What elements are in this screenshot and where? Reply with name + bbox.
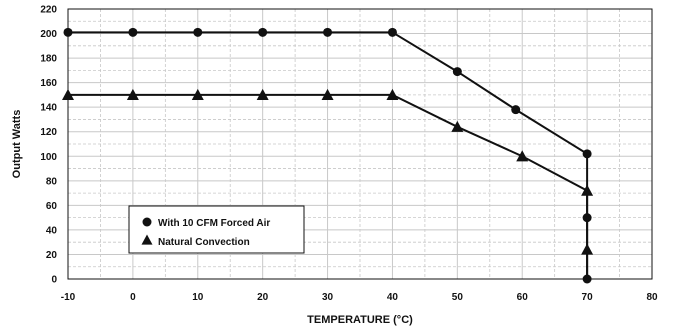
forced-air-point <box>63 27 73 37</box>
legend-entry-forced-air: With 10 CFM Forced Air <box>158 218 270 229</box>
x-tick-label: 0 <box>130 292 136 303</box>
y-axis-title: Output Watts <box>11 110 23 179</box>
natural-convection-point <box>126 88 139 101</box>
y-tick-label: 0 <box>51 275 57 286</box>
y-axis-ticks: 0 20 40 60 80 100 120 140 160 180 200 220 <box>40 5 57 286</box>
legend-box <box>128 205 305 254</box>
x-tick-label: 70 <box>582 292 594 303</box>
legend-entry-natural-convection: Natural Convection <box>158 237 250 248</box>
forced-air-point <box>387 27 397 37</box>
y-tick-label: 100 <box>40 152 57 163</box>
forced-air-point <box>128 27 138 37</box>
natural-convection-point <box>256 88 269 101</box>
x-tick-label: 50 <box>452 292 464 303</box>
forced-air-point <box>452 67 462 77</box>
y-tick-label: 20 <box>46 250 58 261</box>
y-tick-label: 200 <box>40 29 57 40</box>
y-tick-label: 120 <box>40 127 57 138</box>
natural-convection-point <box>191 88 204 101</box>
natural-convection-point <box>516 150 529 162</box>
series <box>62 27 594 284</box>
x-tick-label: 30 <box>322 292 334 303</box>
x-tick-label: 40 <box>387 292 399 303</box>
legend-triangle-marker <box>141 234 153 245</box>
forced-air-point <box>323 27 333 37</box>
natural-convection-point <box>581 243 594 255</box>
x-tick-label: -10 <box>61 292 76 303</box>
y-tick-label: 80 <box>46 176 58 187</box>
x-axis-title: TEMPERATURE (°C) <box>307 314 413 326</box>
natural-convection-point <box>581 184 594 196</box>
y-tick-label: 140 <box>40 103 57 114</box>
y-tick-label: 60 <box>46 201 58 212</box>
y-tick-label: 220 <box>40 5 57 16</box>
forced-air-point <box>511 105 521 115</box>
natural-convection-point <box>451 120 464 132</box>
y-tick-label: 40 <box>46 225 58 236</box>
forced-air-point <box>582 149 592 159</box>
x-tick-label: 80 <box>646 292 658 303</box>
y-tick-label: 180 <box>40 54 57 65</box>
x-tick-label: 60 <box>517 292 529 303</box>
x-axis-ticks: -10 0 10 20 30 40 50 60 70 80 <box>61 292 658 303</box>
x-tick-label: 10 <box>192 292 204 303</box>
forced-air-point <box>258 27 268 37</box>
x-tick-label: 20 <box>257 292 269 303</box>
natural-convection-point <box>62 88 74 101</box>
y-tick-label: 160 <box>40 78 57 89</box>
natural-convection-point <box>321 88 334 101</box>
legend: With 10 CFM Forced Air Natural Convectio… <box>128 205 305 254</box>
legend-circle-marker <box>142 217 152 227</box>
forced-air-point <box>193 27 203 37</box>
natural-convection-point <box>386 88 399 101</box>
plot-frame <box>67 8 653 280</box>
